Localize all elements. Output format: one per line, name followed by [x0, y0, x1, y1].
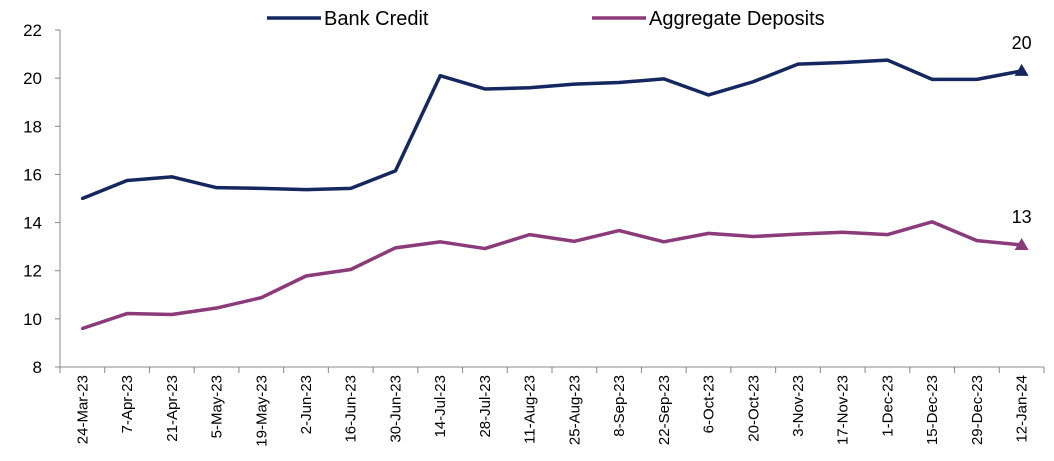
- data-point: [170, 313, 174, 317]
- data-point: [796, 62, 800, 66]
- data-point: [438, 74, 442, 78]
- data-point: [393, 169, 397, 173]
- data-point: [528, 233, 532, 237]
- y-tick-label: 16: [23, 165, 42, 184]
- x-tick-label: 20-Oct-23: [745, 375, 762, 442]
- data-point: [885, 233, 889, 237]
- data-point: [885, 58, 889, 62]
- data-point: [393, 246, 397, 250]
- data-point: [125, 178, 129, 182]
- data-point: [349, 268, 353, 272]
- x-tick-label: 11-Aug-23: [522, 375, 539, 444]
- y-tick-label: 14: [23, 214, 42, 233]
- x-tick-label: 30-Jun-23: [387, 375, 404, 443]
- legend: Bank Credit Aggregate Deposits: [267, 8, 825, 30]
- data-point: [483, 247, 487, 251]
- end-marker-triangle: [1014, 63, 1029, 76]
- data-point: [304, 188, 308, 192]
- data-point: [662, 240, 666, 244]
- x-tick-label: 21-Apr-23: [164, 375, 181, 442]
- x-tick-label: 19-May-23: [253, 375, 270, 447]
- data-point: [841, 230, 845, 234]
- end-value-label: 13: [1012, 207, 1032, 227]
- data-point: [572, 239, 576, 243]
- x-tick-label: 12-Jan-24: [1014, 375, 1031, 443]
- x-tick-label: 29-Dec-23: [969, 375, 986, 445]
- data-point: [617, 229, 621, 233]
- end-value-label: 20: [1012, 33, 1032, 53]
- data-point: [707, 93, 711, 97]
- y-tick-label: 12: [23, 262, 42, 281]
- data-point: [483, 87, 487, 91]
- data-point: [975, 77, 979, 81]
- x-tick-label: 22-Sep-23: [656, 375, 673, 445]
- y-tick-label: 22: [23, 21, 42, 40]
- data-point: [80, 326, 84, 330]
- data-point: [662, 77, 666, 81]
- x-tick-label: 6-Oct-23: [701, 375, 718, 433]
- data-point: [572, 82, 576, 86]
- x-tick-label: 17-Nov-23: [835, 375, 852, 445]
- y-tick-label: 18: [23, 117, 42, 136]
- y-tick-label: 10: [23, 310, 42, 329]
- y-tick-label: 20: [23, 69, 42, 88]
- end-marker-triangle: [1014, 237, 1029, 250]
- data-point: [796, 232, 800, 236]
- data-point: [930, 77, 934, 81]
- x-tick-label: 16-Jun-23: [343, 375, 360, 443]
- data-point: [170, 175, 174, 179]
- y-axis: 8 10 12 14 16 18 20 22: [23, 21, 61, 377]
- data-point: [528, 86, 532, 90]
- x-tick-label: 2-Jun-23: [298, 375, 315, 434]
- data-point: [215, 306, 219, 310]
- data-point: [707, 231, 711, 235]
- series-line-0: [81, 58, 1022, 201]
- y-tick-label: 8: [33, 358, 42, 377]
- x-tick-label: 25-Aug-23: [566, 375, 583, 445]
- x-axis: 24-Mar-23 7-Apr-23 21-Apr-23 5-May-23 19-May…: [59, 366, 1045, 447]
- x-tick-label: 28-Jul-23: [477, 375, 494, 438]
- x-tick-label: 24-Mar-23: [74, 375, 91, 444]
- data-point: [751, 235, 755, 239]
- data-point: [215, 186, 219, 190]
- data-point: [975, 239, 979, 243]
- legend-label-aggregate-deposits: Aggregate Deposits: [649, 8, 825, 30]
- data-point: [125, 312, 129, 316]
- data-point: [304, 274, 308, 278]
- data-point: [930, 220, 934, 224]
- data-point: [751, 80, 755, 84]
- x-tick-label: 1-Dec-23: [879, 375, 896, 437]
- data-point: [617, 80, 621, 84]
- data-point: [349, 186, 353, 190]
- data-point: [438, 240, 442, 244]
- data-point: [259, 186, 263, 190]
- data-point: [80, 197, 84, 200]
- x-tick-label: 5-May-23: [209, 375, 226, 438]
- series-line-1: [81, 220, 1022, 331]
- x-tick-label: 7-Apr-23: [119, 375, 136, 433]
- data-point: [841, 60, 845, 64]
- x-tick-label: 3-Nov-23: [790, 375, 807, 437]
- legend-label-bank-credit: Bank Credit: [324, 8, 429, 30]
- data-point: [259, 296, 263, 300]
- x-tick-label: 8-Sep-23: [611, 375, 628, 437]
- x-tick-label: 14-Jul-23: [432, 375, 449, 438]
- x-tick-label: 15-Dec-23: [924, 375, 941, 445]
